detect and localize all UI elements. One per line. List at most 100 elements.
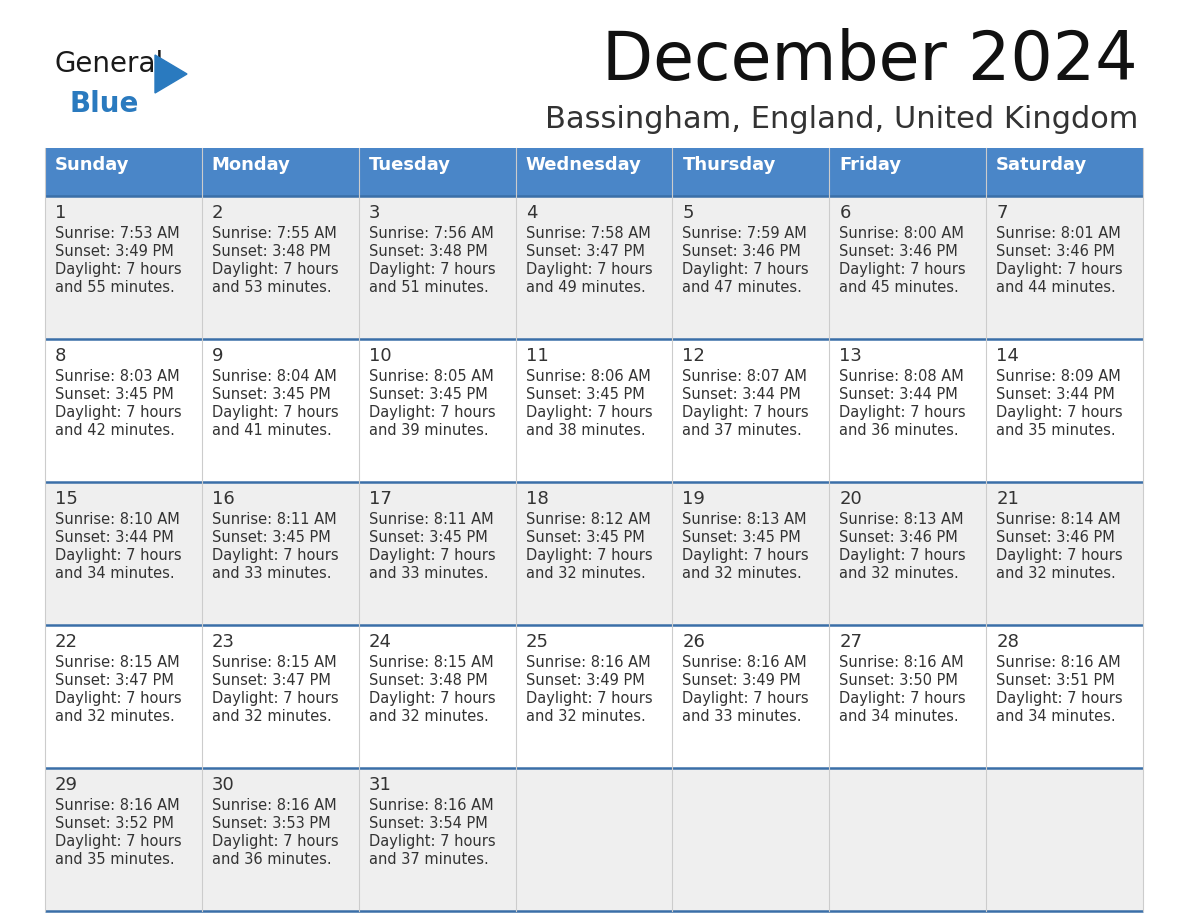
Text: Daylight: 7 hours: Daylight: 7 hours xyxy=(525,691,652,706)
Text: Sunrise: 8:14 AM: Sunrise: 8:14 AM xyxy=(997,512,1120,527)
Text: Wednesday: Wednesday xyxy=(525,156,642,174)
Text: Sunrise: 8:10 AM: Sunrise: 8:10 AM xyxy=(55,512,179,527)
Text: Blue: Blue xyxy=(69,90,138,118)
Text: Daylight: 7 hours: Daylight: 7 hours xyxy=(525,405,652,420)
Text: and 32 minutes.: and 32 minutes. xyxy=(525,566,645,581)
Text: Sunset: 3:51 PM: Sunset: 3:51 PM xyxy=(997,673,1114,688)
Text: Sunrise: 8:04 AM: Sunrise: 8:04 AM xyxy=(211,369,336,384)
Text: and 35 minutes.: and 35 minutes. xyxy=(997,423,1116,438)
Text: 17: 17 xyxy=(368,490,392,508)
Text: Daylight: 7 hours: Daylight: 7 hours xyxy=(211,834,339,849)
Text: Sunrise: 8:05 AM: Sunrise: 8:05 AM xyxy=(368,369,493,384)
Text: Sunrise: 8:03 AM: Sunrise: 8:03 AM xyxy=(55,369,179,384)
Text: 28: 28 xyxy=(997,633,1019,651)
Text: Daylight: 7 hours: Daylight: 7 hours xyxy=(55,548,182,563)
Text: Sunset: 3:52 PM: Sunset: 3:52 PM xyxy=(55,816,173,831)
Text: and 32 minutes.: and 32 minutes. xyxy=(525,709,645,724)
Text: Daylight: 7 hours: Daylight: 7 hours xyxy=(525,548,652,563)
Text: Monday: Monday xyxy=(211,156,291,174)
Text: and 32 minutes.: and 32 minutes. xyxy=(997,566,1116,581)
Text: 31: 31 xyxy=(368,776,392,794)
Text: Sunset: 3:44 PM: Sunset: 3:44 PM xyxy=(997,387,1114,402)
Bar xyxy=(45,768,1143,911)
Text: 1: 1 xyxy=(55,204,67,222)
Text: 7: 7 xyxy=(997,204,1007,222)
Text: 19: 19 xyxy=(682,490,706,508)
Text: 3: 3 xyxy=(368,204,380,222)
Text: Daylight: 7 hours: Daylight: 7 hours xyxy=(55,834,182,849)
Text: Sunrise: 8:15 AM: Sunrise: 8:15 AM xyxy=(211,655,336,670)
Bar xyxy=(45,482,1143,625)
Text: Sunset: 3:48 PM: Sunset: 3:48 PM xyxy=(368,244,487,259)
Text: December 2024: December 2024 xyxy=(602,28,1138,94)
Text: and 37 minutes.: and 37 minutes. xyxy=(368,852,488,867)
Text: and 51 minutes.: and 51 minutes. xyxy=(368,280,488,295)
Text: Daylight: 7 hours: Daylight: 7 hours xyxy=(839,262,966,277)
Text: Daylight: 7 hours: Daylight: 7 hours xyxy=(368,548,495,563)
Text: and 32 minutes.: and 32 minutes. xyxy=(55,709,175,724)
Text: Sunrise: 8:07 AM: Sunrise: 8:07 AM xyxy=(682,369,808,384)
Text: Daylight: 7 hours: Daylight: 7 hours xyxy=(997,405,1123,420)
Text: Sunrise: 8:09 AM: Sunrise: 8:09 AM xyxy=(997,369,1121,384)
Text: Sunrise: 8:16 AM: Sunrise: 8:16 AM xyxy=(525,655,650,670)
Text: Sunrise: 8:13 AM: Sunrise: 8:13 AM xyxy=(839,512,963,527)
Text: 12: 12 xyxy=(682,347,706,365)
Text: Daylight: 7 hours: Daylight: 7 hours xyxy=(997,548,1123,563)
Text: Daylight: 7 hours: Daylight: 7 hours xyxy=(211,262,339,277)
Text: 15: 15 xyxy=(55,490,78,508)
Text: 22: 22 xyxy=(55,633,78,651)
Text: Sunset: 3:47 PM: Sunset: 3:47 PM xyxy=(525,244,644,259)
Text: Sunrise: 8:16 AM: Sunrise: 8:16 AM xyxy=(55,798,179,813)
Text: 6: 6 xyxy=(839,204,851,222)
Text: Sunrise: 7:58 AM: Sunrise: 7:58 AM xyxy=(525,226,650,241)
Text: Sunrise: 8:15 AM: Sunrise: 8:15 AM xyxy=(55,655,179,670)
Text: and 36 minutes.: and 36 minutes. xyxy=(839,423,959,438)
Text: and 33 minutes.: and 33 minutes. xyxy=(368,566,488,581)
Text: Thursday: Thursday xyxy=(682,156,776,174)
Text: Sunday: Sunday xyxy=(55,156,129,174)
Text: Daylight: 7 hours: Daylight: 7 hours xyxy=(839,691,966,706)
Text: and 39 minutes.: and 39 minutes. xyxy=(368,423,488,438)
Text: Sunset: 3:47 PM: Sunset: 3:47 PM xyxy=(211,673,330,688)
Text: Sunset: 3:46 PM: Sunset: 3:46 PM xyxy=(997,244,1114,259)
Text: 24: 24 xyxy=(368,633,392,651)
Text: 10: 10 xyxy=(368,347,391,365)
Text: 30: 30 xyxy=(211,776,234,794)
Text: Sunrise: 7:53 AM: Sunrise: 7:53 AM xyxy=(55,226,179,241)
Text: Bassingham, England, United Kingdom: Bassingham, England, United Kingdom xyxy=(544,105,1138,134)
Text: 20: 20 xyxy=(839,490,862,508)
Text: 18: 18 xyxy=(525,490,549,508)
Text: 9: 9 xyxy=(211,347,223,365)
Text: Daylight: 7 hours: Daylight: 7 hours xyxy=(368,262,495,277)
Bar xyxy=(45,148,1143,196)
Text: Sunrise: 8:08 AM: Sunrise: 8:08 AM xyxy=(839,369,963,384)
Text: General: General xyxy=(55,50,164,78)
Text: 21: 21 xyxy=(997,490,1019,508)
Text: Sunset: 3:44 PM: Sunset: 3:44 PM xyxy=(682,387,801,402)
Text: and 38 minutes.: and 38 minutes. xyxy=(525,423,645,438)
Bar xyxy=(45,196,1143,339)
Text: and 33 minutes.: and 33 minutes. xyxy=(682,709,802,724)
Text: Sunset: 3:54 PM: Sunset: 3:54 PM xyxy=(368,816,487,831)
Bar xyxy=(45,339,1143,482)
Text: and 53 minutes.: and 53 minutes. xyxy=(211,280,331,295)
Text: Daylight: 7 hours: Daylight: 7 hours xyxy=(682,548,809,563)
Text: Sunset: 3:45 PM: Sunset: 3:45 PM xyxy=(368,387,487,402)
Text: and 42 minutes.: and 42 minutes. xyxy=(55,423,175,438)
Text: and 47 minutes.: and 47 minutes. xyxy=(682,280,802,295)
Text: 2: 2 xyxy=(211,204,223,222)
Text: Daylight: 7 hours: Daylight: 7 hours xyxy=(368,834,495,849)
Text: Daylight: 7 hours: Daylight: 7 hours xyxy=(525,262,652,277)
Text: Sunset: 3:44 PM: Sunset: 3:44 PM xyxy=(839,387,958,402)
Text: 16: 16 xyxy=(211,490,234,508)
Text: Daylight: 7 hours: Daylight: 7 hours xyxy=(55,691,182,706)
Text: Sunrise: 8:16 AM: Sunrise: 8:16 AM xyxy=(839,655,963,670)
Text: Sunrise: 8:11 AM: Sunrise: 8:11 AM xyxy=(368,512,493,527)
Bar xyxy=(45,625,1143,768)
Text: Daylight: 7 hours: Daylight: 7 hours xyxy=(997,262,1123,277)
Text: Daylight: 7 hours: Daylight: 7 hours xyxy=(211,548,339,563)
Text: and 36 minutes.: and 36 minutes. xyxy=(211,852,331,867)
Text: Sunset: 3:46 PM: Sunset: 3:46 PM xyxy=(839,530,958,545)
Text: Sunrise: 8:13 AM: Sunrise: 8:13 AM xyxy=(682,512,807,527)
Text: Daylight: 7 hours: Daylight: 7 hours xyxy=(368,691,495,706)
